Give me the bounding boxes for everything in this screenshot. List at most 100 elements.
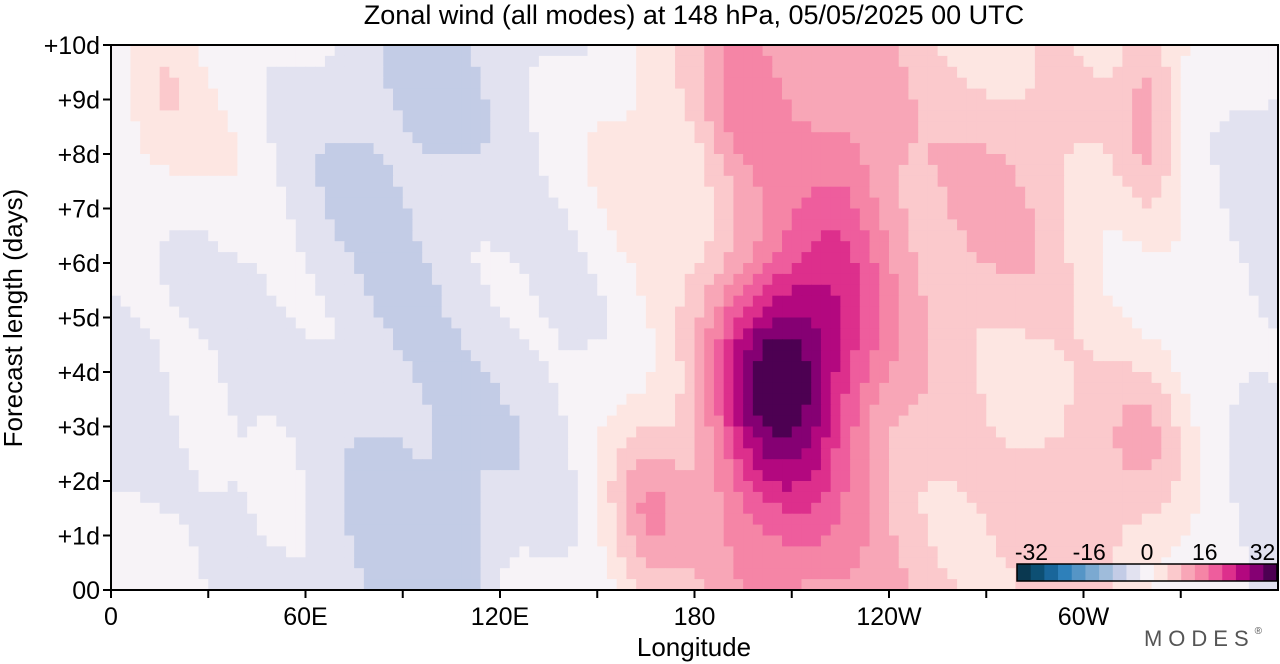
- field-cell: [568, 295, 579, 308]
- field-cell: [120, 121, 132, 133]
- field-cell: [500, 197, 511, 210]
- field-cell: [694, 459, 705, 471]
- field-cell: [130, 470, 141, 482]
- field-cell: [373, 393, 384, 406]
- field-cell: [529, 459, 540, 471]
- field-cell: [1064, 328, 1075, 340]
- field-cell: [1122, 88, 1133, 101]
- field-cell: [1015, 448, 1026, 460]
- field-cell: [558, 175, 569, 188]
- field-cell: [1073, 284, 1085, 297]
- field-cell: [626, 99, 637, 111]
- field-cell: [529, 66, 540, 79]
- field-cell: [217, 393, 229, 406]
- field-cell: [850, 55, 861, 68]
- field-cell: [208, 186, 219, 199]
- field-cell: [947, 306, 958, 319]
- field-cell: [606, 197, 618, 210]
- field-cell: [645, 415, 657, 428]
- field-cell: [441, 393, 452, 406]
- field-cell: [704, 55, 715, 68]
- field-cell: [704, 426, 715, 438]
- field-cell: [412, 295, 423, 308]
- field-cell: [762, 481, 773, 493]
- field-cell: [995, 208, 1007, 220]
- field-cell: [1034, 230, 1046, 242]
- field-cell: [1054, 284, 1065, 297]
- field-cell: [1268, 470, 1279, 482]
- field-cell: [305, 252, 316, 264]
- field-cell: [889, 306, 900, 319]
- field-cell: [723, 273, 734, 286]
- field-cell: [577, 208, 589, 220]
- field-cell: [169, 448, 180, 460]
- field-cell: [217, 306, 229, 319]
- field-cell: [373, 361, 384, 373]
- field-cell: [227, 470, 239, 482]
- field-cell: [558, 404, 569, 417]
- field-cell: [791, 361, 803, 373]
- field-cell: [305, 415, 316, 428]
- field-cell: [217, 197, 229, 210]
- field-cell: [500, 219, 511, 231]
- field-cell: [363, 154, 375, 166]
- field-cell: [1229, 230, 1240, 242]
- field-cell: [1229, 339, 1240, 351]
- field-cell: [334, 154, 345, 166]
- field-cell: [548, 230, 559, 242]
- field-cell: [412, 372, 423, 384]
- field-cell: [850, 328, 861, 340]
- field-cell: [120, 154, 132, 166]
- field-cell: [383, 382, 394, 395]
- field-cell: [1073, 219, 1085, 231]
- field-cell: [1122, 186, 1133, 199]
- field-cell: [441, 241, 452, 253]
- field-cell: [286, 459, 297, 471]
- field-cell: [840, 481, 851, 493]
- field-cell: [937, 372, 948, 384]
- field-cell: [548, 263, 559, 275]
- field-cell: [801, 393, 812, 406]
- field-cell: [616, 252, 628, 264]
- field-cell: [305, 132, 316, 144]
- field-cell: [451, 175, 462, 188]
- field-cell: [159, 415, 170, 428]
- field-cell: [383, 339, 394, 351]
- field-cell: [1219, 110, 1230, 122]
- field-cell: [509, 143, 521, 155]
- field-cell: [947, 88, 958, 101]
- field-cell: [247, 415, 258, 428]
- field-cell: [441, 132, 452, 144]
- field-cell: [276, 295, 287, 308]
- field-cell: [665, 404, 676, 417]
- field-cell: [908, 415, 919, 428]
- field-cell: [1112, 361, 1123, 373]
- field-cell: [606, 393, 618, 406]
- field-cell: [889, 361, 900, 373]
- field-cell: [373, 404, 384, 417]
- field-cell: [1209, 317, 1221, 329]
- field-cell: [694, 372, 705, 384]
- field-cell: [149, 197, 161, 210]
- field-cell: [344, 459, 355, 471]
- field-cell: [1248, 55, 1260, 68]
- field-cell: [1064, 164, 1075, 177]
- field-cell: [1044, 77, 1055, 90]
- field-cell: [519, 350, 530, 362]
- field-cell: [772, 252, 783, 264]
- field-cell: [626, 175, 637, 188]
- field-cell: [713, 448, 725, 460]
- field-cell: [1044, 339, 1055, 351]
- field-cell: [1248, 263, 1260, 275]
- field-cell: [286, 470, 297, 482]
- field-cell: [538, 186, 550, 199]
- field-cell: [918, 45, 929, 57]
- field-cell: [402, 426, 414, 438]
- field-cell: [1132, 77, 1143, 90]
- field-cell: [558, 350, 569, 362]
- field-cell: [1054, 339, 1065, 351]
- field-cell: [986, 404, 997, 417]
- field-cell: [529, 208, 540, 220]
- field-cell: [587, 263, 598, 275]
- field-cell: [422, 143, 433, 155]
